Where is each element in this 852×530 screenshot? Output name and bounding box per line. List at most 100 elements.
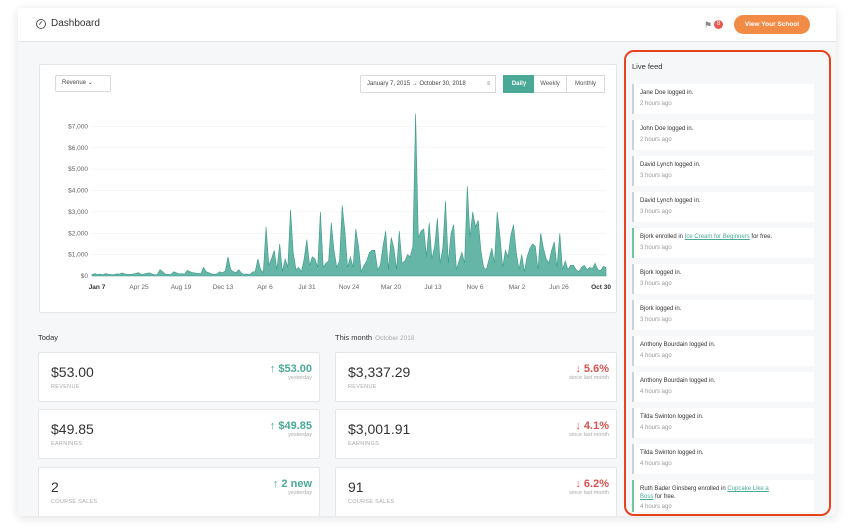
feed-item-text: Tilda Swinton logged in.	[640, 414, 703, 420]
stat-label: REVENUE	[348, 384, 377, 390]
feed-item-time: 4 hours ago	[640, 425, 672, 431]
dashboard-icon	[36, 18, 46, 29]
today-card-earnings: $49.85 EARNINGS ↑ $49.85 yesterday	[38, 409, 320, 459]
today-heading-text: Today	[38, 333, 59, 342]
feed-item-course-link-cont[interactable]: Boss	[640, 494, 654, 500]
period-weekly-button[interactable]: Weekly	[534, 75, 567, 93]
stat-delta: ↓ 5.6%	[575, 363, 609, 375]
stat-label: EARNINGS	[348, 441, 380, 447]
stat-value: 2	[51, 479, 59, 495]
megaphone-icon: ⚑	[704, 20, 713, 30]
x-tick-label: Mar 2	[509, 284, 526, 291]
y-tick-label: $1,000	[68, 252, 88, 259]
month-card-course-sales: 91 COURSE SALES ↓ 6.2% since last month	[335, 467, 617, 516]
x-tick-label: Jul 31	[298, 284, 316, 291]
month-heading-text: This month	[335, 333, 373, 342]
month-card-revenue: $3,337.29 REVENUE ↓ 5.6% since last month	[335, 352, 617, 402]
page-title: Dashboard	[36, 18, 100, 29]
stat-delta: ↓ 4.1%	[575, 420, 609, 432]
feed-item-text: Bjork logged in.	[640, 306, 681, 312]
x-axis-ticks: Jan 7 Apr 25 Aug 19 Dec 13 Apr 6 Jul 31 Nov 24…	[89, 284, 612, 291]
feed-item-message: David Lynch logged in.	[640, 198, 701, 204]
feed-item-message-cont: Boss for free.	[640, 494, 676, 500]
feed-item-message: Bjork enrolled in	[640, 234, 685, 240]
period-daily-button[interactable]: Daily	[503, 75, 535, 93]
view-school-button[interactable]: View Your School	[734, 15, 810, 34]
feed-item: Bjork enrolled in Ice Cream for Beginner…	[632, 228, 814, 258]
feed-item-time: 3 hours ago	[640, 281, 672, 287]
feed-item-text: Bjork enrolled in Ice Cream for Beginner…	[640, 234, 772, 240]
notification-count-badge: 8	[714, 20, 723, 29]
feed-item: Jane Doe logged in. 2 hours ago	[632, 84, 814, 114]
top-bar: Dashboard ⚑ 8 View Your School	[18, 8, 836, 42]
live-feed-panel: Live feed Jane Doe logged in. 2 hours ago…	[624, 50, 831, 516]
revenue-chart: $0 $1,000 $2,000 $3,000 $4,000 $5,000 $6,000 $7…	[68, 113, 612, 291]
stat-value: $53.00	[51, 364, 94, 380]
y-tick-label: $2,000	[68, 230, 88, 237]
revenue-chart-card: Revenue ⌄ January 7, 2015 → October 30, …	[39, 64, 617, 313]
stat-label: COURSE SALES	[348, 499, 395, 505]
feed-item-message: Jane Doe logged in.	[640, 90, 694, 96]
feed-item-time: 3 hours ago	[640, 209, 672, 215]
stat-label: EARNINGS	[51, 441, 83, 447]
calendar-icon[interactable]: ≡	[482, 75, 496, 93]
feed-item-text: Ruth Bader Ginsberg enrolled in Cupcake …	[640, 486, 769, 492]
feed-item: David Lynch logged in. 3 hours ago	[632, 156, 814, 186]
stat-value: 91	[348, 479, 364, 495]
feed-item-message: Anthony Bourdain logged in.	[640, 342, 716, 348]
feed-item-course-link[interactable]: Ice Cream for Beginners	[684, 234, 750, 240]
y-tick-label: $4,000	[68, 188, 88, 195]
feed-item-time: 4 hours ago	[640, 353, 672, 359]
x-tick-label: Jun 26	[549, 284, 569, 291]
feed-item-text: Jane Doe logged in.	[640, 90, 693, 96]
dashboard-window: Dashboard ⚑ 8 View Your School Revenue ⌄…	[18, 8, 836, 516]
month-subheading: October 2018	[375, 335, 415, 342]
feed-item-text: Tilda Swinton logged in.	[640, 450, 703, 456]
feed-item-text: David Lynch logged in.	[640, 198, 700, 204]
feed-item-time: 2 hours ago	[640, 101, 672, 107]
today-card-revenue: $53.00 REVENUE ↑ $53.00 yesterday	[38, 352, 320, 402]
stat-value: $3,001.91	[348, 421, 411, 437]
feed-item-time: 4 hours ago	[640, 389, 672, 395]
month-heading: This month October 2018	[335, 333, 415, 342]
feed-item: Bjork logged in. 3 hours ago	[632, 264, 814, 294]
feed-item: John Doe logged in. 2 hours ago	[632, 120, 814, 150]
date-range-input[interactable]: January 7, 2015 → October 30, 2018	[360, 75, 490, 93]
notifications-button[interactable]: ⚑ 8	[704, 19, 724, 31]
feed-item-text: John Doe logged in.	[640, 126, 693, 132]
feed-item-course-link[interactable]: Cupcake Like a	[727, 486, 769, 492]
period-monthly-button[interactable]: Monthly	[567, 75, 605, 93]
metric-select-value: Revenue	[62, 80, 87, 86]
feed-item-message-end: for free.	[749, 234, 773, 240]
feed-item-message: Tilda Swinton logged in.	[640, 414, 704, 420]
x-tick-label: Aug 19	[171, 284, 192, 291]
x-tick-label: Dec 13	[213, 284, 234, 291]
feed-item: David Lynch logged in. 3 hours ago	[632, 192, 814, 222]
x-tick-label: Oct 30	[591, 284, 611, 291]
feed-item-time: 3 hours ago	[640, 317, 672, 323]
live-feed-title: Live feed	[632, 62, 663, 71]
stat-since: since last month	[569, 490, 609, 496]
x-tick-label: Mar 20	[381, 284, 402, 291]
feed-item-time: 3 hours ago	[640, 245, 672, 251]
feed-item: Anthony Bourdain logged in. 4 hours ago	[632, 336, 814, 366]
stat-label: REVENUE	[51, 384, 80, 390]
x-tick-label: Jan 7	[89, 284, 106, 291]
chevron-down-icon: ⌄	[87, 80, 93, 86]
feed-item-text: Bjork logged in.	[640, 270, 681, 276]
feed-item-message: Bjork logged in.	[640, 270, 682, 276]
stat-delta: ↓ 6.2%	[575, 478, 609, 490]
stat-since: yesterday	[288, 375, 312, 381]
stat-delta: ↑ $53.00	[269, 363, 312, 375]
feed-item: Anthony Bourdain logged in. 4 hours ago	[632, 372, 814, 402]
y-tick-label: $7,000	[68, 123, 88, 130]
page-title-text: Dashboard	[51, 18, 100, 29]
feed-item: Ruth Bader Ginsberg enrolled in Cupcake …	[632, 480, 814, 512]
stat-value: $3,337.29	[348, 364, 411, 380]
metric-select[interactable]: Revenue ⌄	[55, 75, 111, 92]
x-tick-label: Apr 25	[129, 284, 149, 291]
stat-since: since last month	[569, 375, 609, 381]
feed-item: Bjork logged in. 3 hours ago	[632, 300, 814, 330]
stat-value: $49.85	[51, 421, 94, 437]
today-heading: Today	[38, 333, 58, 342]
